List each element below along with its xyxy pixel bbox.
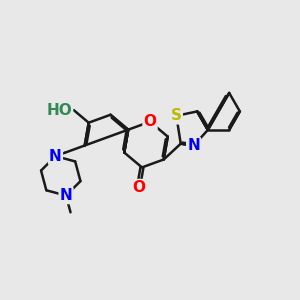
Text: N: N xyxy=(49,149,62,164)
Text: O: O xyxy=(143,114,157,129)
Text: N: N xyxy=(187,138,200,153)
Text: S: S xyxy=(171,108,182,123)
Text: N: N xyxy=(60,188,72,203)
Text: O: O xyxy=(132,180,145,195)
Text: HO: HO xyxy=(46,103,72,118)
